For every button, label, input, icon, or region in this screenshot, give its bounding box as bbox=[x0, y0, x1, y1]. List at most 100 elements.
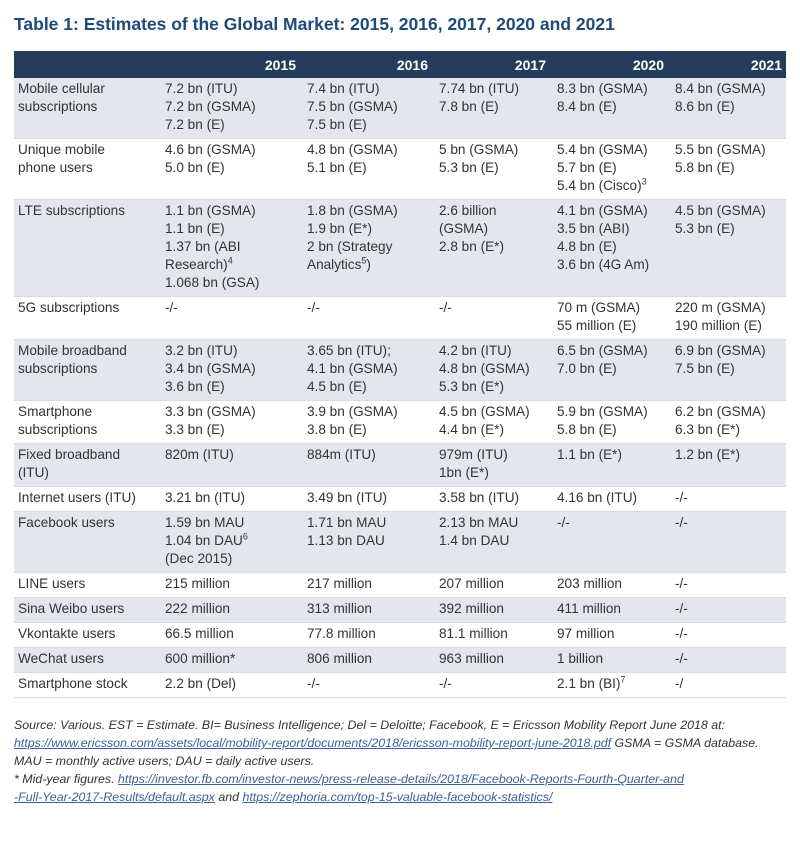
table-cell-2020: 4.16 bn (ITU) bbox=[550, 486, 668, 512]
table-row-facebook-users: Facebook users 1.59 bn MAU 1.04 bn DAU6 (De… bbox=[14, 511, 786, 573]
cell-text: 220 m (GSMA) bbox=[675, 300, 766, 315]
source-notes: Source: Various. EST = Estimate. BI= Bus… bbox=[14, 716, 786, 806]
cell-line: 5.4 bn (GSMA) bbox=[557, 141, 664, 159]
cell-line: 6.5 bn (GSMA) bbox=[557, 342, 664, 360]
cell-text: 8.4 bn (GSMA) bbox=[675, 81, 766, 96]
row-label-line: subscriptions bbox=[18, 99, 98, 114]
table-cell-2020: 411 million bbox=[550, 597, 668, 623]
cell-line: -/- bbox=[307, 675, 428, 693]
cell-text: 5.3 bn (E*) bbox=[439, 379, 504, 394]
cell-text: 1.1 bn (GSMA) bbox=[165, 203, 256, 218]
ericsson-report-link[interactable]: https://www.ericsson.com/assets/local/mo… bbox=[14, 736, 612, 750]
header-cell-2017: 2017 bbox=[432, 51, 550, 78]
cell-line: 392 million bbox=[439, 600, 546, 618]
cell-line: 313 million bbox=[307, 600, 428, 618]
midyear-note: * Mid-year figures. https://investor.fb.… bbox=[14, 770, 786, 806]
cell-text: 5.8 bn (E) bbox=[557, 422, 617, 437]
row-label: Facebook users bbox=[14, 511, 158, 573]
cell-text: 7.2 bn (E) bbox=[165, 117, 225, 132]
header-cell-2015: 2015 bbox=[158, 51, 300, 78]
cell-line: 77.8 million bbox=[307, 625, 428, 643]
cell-text: -/- bbox=[439, 676, 452, 691]
table-cell-2015: 600 million* bbox=[158, 647, 300, 673]
cell-line: (Dec 2015) bbox=[165, 550, 296, 568]
table-row-mobile-cellular-subscriptions: Mobile cellular subscriptions 7.2 bn (ITU)… bbox=[14, 78, 786, 139]
source-note: Source: Various. EST = Estimate. BI= Bus… bbox=[14, 716, 786, 752]
cell-line: 8.4 bn (E) bbox=[557, 98, 664, 116]
row-label: Smartphone subscriptions bbox=[14, 400, 158, 444]
row-label-line: 5G subscriptions bbox=[18, 300, 120, 315]
cell-text: 207 million bbox=[439, 576, 504, 591]
cell-line: 1.04 bn DAU6 bbox=[165, 532, 296, 550]
cell-text: 8.6 bn (E) bbox=[675, 99, 735, 114]
row-label: Fixed broadband (ITU) bbox=[14, 443, 158, 487]
cell-text: 1.04 bn DAU bbox=[165, 533, 243, 548]
cell-line: 7.5 bn (E) bbox=[307, 116, 428, 134]
facebook-results-link[interactable]: https://investor.fb.com/investor-news/pr… bbox=[14, 772, 684, 804]
cell-line: 4.2 bn (ITU) bbox=[439, 342, 546, 360]
cell-text: 97 million bbox=[557, 626, 615, 641]
cell-line: 1.068 bn (GSA) bbox=[165, 274, 296, 292]
table-cell-2015: 7.2 bn (ITU) 7.2 bn (GSMA) 7.2 bn (E) bbox=[158, 78, 300, 139]
cell-text: 7.2 bn (ITU) bbox=[165, 81, 238, 96]
cell-line: 1.1 bn (E) bbox=[165, 220, 296, 238]
cell-text: 5.5 bn (GSMA) bbox=[675, 142, 766, 157]
table-row-wechat-users: WeChat users 600 million* 806 million 963 m… bbox=[14, 647, 786, 673]
cell-text: 4.5 bn (E) bbox=[307, 379, 367, 394]
footnote-marker: 4 bbox=[227, 255, 233, 266]
cell-line: 3.21 bn (ITU) bbox=[165, 489, 296, 507]
cell-text: 7.0 bn (E) bbox=[557, 361, 617, 376]
cell-line: -/- bbox=[307, 299, 428, 317]
cell-line: 217 million bbox=[307, 575, 428, 593]
table-cell-2020: 97 million bbox=[550, 622, 668, 648]
cell-line: 7.8 bn (E) bbox=[439, 98, 546, 116]
cell-line: 6.3 bn (E*) bbox=[675, 421, 782, 439]
cell-line: 215 million bbox=[165, 575, 296, 593]
table-body: Mobile cellular subscriptions 7.2 bn (ITU)… bbox=[14, 78, 786, 698]
table-row-line-users: LINE users 215 million 217 million 207 mill… bbox=[14, 572, 786, 598]
table-cell-2017: -/- bbox=[432, 672, 550, 698]
row-label: Vkontakte users bbox=[14, 622, 158, 648]
table-cell-2016: 77.8 million bbox=[300, 622, 432, 648]
zephoria-link[interactable]: https://zephoria.com/top-15-valuable-fac… bbox=[242, 790, 553, 804]
row-label: LTE subscriptions bbox=[14, 199, 158, 297]
cell-line: 1.37 bn (ABI bbox=[165, 238, 296, 256]
cell-text: -/- bbox=[675, 490, 688, 505]
table-cell-2020: 5.4 bn (GSMA) 5.7 bn (E) 5.4 bn (Cisco)3 bbox=[550, 138, 668, 200]
cell-text: 1.068 bn (GSA) bbox=[165, 275, 260, 290]
cell-text: 3.5 bn (ABI) bbox=[557, 221, 630, 236]
row-label: 5G subscriptions bbox=[14, 296, 158, 340]
cell-line: 5.7 bn (E) bbox=[557, 159, 664, 177]
row-label-line: Smartphone bbox=[18, 404, 93, 419]
table-cell-2021: -/- bbox=[668, 622, 786, 648]
cell-line: 7.2 bn (ITU) bbox=[165, 80, 296, 98]
table-cell-2016: 1.71 bn MAU 1.13 bn DAU bbox=[300, 511, 432, 573]
table-row-smartphone-subscriptions: Smartphone subscriptions 3.3 bn (GSMA) 3.3 … bbox=[14, 400, 786, 444]
cell-text: 4.1 bn (GSMA) bbox=[557, 203, 648, 218]
cell-text: 1bn (E*) bbox=[439, 465, 489, 480]
table-cell-2017: 963 million bbox=[432, 647, 550, 673]
cell-text: 1.2 bn (E*) bbox=[675, 447, 740, 462]
cell-line: 4.8 bn (E) bbox=[557, 238, 664, 256]
cell-line: 3.3 bn (GSMA) bbox=[165, 403, 296, 421]
cell-line: Research)4 bbox=[165, 256, 296, 274]
cell-text: 1.13 bn DAU bbox=[307, 533, 385, 548]
cell-line: 1.1 bn (E*) bbox=[557, 446, 664, 464]
cell-line: 7.5 bn (E) bbox=[675, 360, 782, 378]
table-cell-2015: 222 million bbox=[158, 597, 300, 623]
table-cell-2021: 6.9 bn (GSMA) 7.5 bn (E) bbox=[668, 339, 786, 401]
table-row-mobile-broadband-subscriptions: Mobile broadband subscriptions 3.2 bn (ITU… bbox=[14, 339, 786, 401]
cell-line: 979m (ITU) bbox=[439, 446, 546, 464]
cell-text: 5.1 bn (E) bbox=[307, 160, 367, 175]
cell-text: 6.2 bn (GSMA) bbox=[675, 404, 766, 419]
table-cell-2016: 4.8 bn (GSMA) 5.1 bn (E) bbox=[300, 138, 432, 200]
row-label: Sina Weibo users bbox=[14, 597, 158, 623]
cell-line: 3.5 bn (ABI) bbox=[557, 220, 664, 238]
footnote-marker: 3 bbox=[641, 176, 647, 187]
cell-line: 4.8 bn (GSMA) bbox=[439, 360, 546, 378]
cell-text: 600 million* bbox=[165, 651, 236, 666]
cell-text: 3.2 bn (ITU) bbox=[165, 343, 238, 358]
header-cell-2016: 2016 bbox=[300, 51, 432, 78]
cell-line: 820m (ITU) bbox=[165, 446, 296, 464]
